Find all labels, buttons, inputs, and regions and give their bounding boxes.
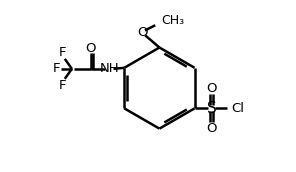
Text: S: S [207,101,216,116]
Text: Cl: Cl [231,102,244,115]
Text: O: O [138,26,148,39]
Text: O: O [206,82,217,95]
Text: F: F [58,46,66,59]
Text: F: F [58,79,66,92]
Text: NH: NH [99,62,119,75]
Text: CH₃: CH₃ [162,14,185,27]
Text: O: O [85,41,95,55]
Text: F: F [52,62,60,75]
Text: O: O [206,122,217,135]
